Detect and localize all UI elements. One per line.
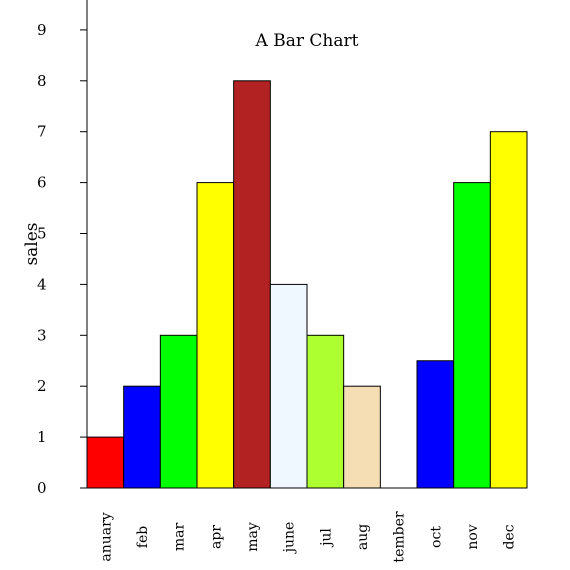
x-category-label: jul (318, 528, 334, 548)
x-category-label: dec (502, 524, 518, 549)
bars-group (86, 80, 528, 489)
bar-apr (196, 182, 235, 489)
y-tick-label: 9 (37, 21, 47, 39)
y-tick-label: 2 (37, 377, 47, 395)
chart-title: A Bar Chart (255, 31, 359, 51)
bar-dec (489, 131, 528, 489)
x-category-label: nov (465, 524, 481, 549)
bar-june (269, 283, 308, 489)
bar-aug (343, 385, 381, 489)
y-ticks-group: 0 1 2 3 4 5 6 7 8 9 (37, 21, 87, 497)
x-category-label: aug (355, 524, 371, 550)
x-category-label: june (282, 522, 298, 555)
y-axis-title: sales (22, 222, 42, 265)
bar-nov (453, 182, 491, 489)
bar-mar (159, 334, 198, 489)
x-category-label: may (245, 522, 261, 552)
x-labels-group: anuary feb mar apr may june jul aug tember oct nov… (98, 511, 517, 562)
y-tick-label: 8 (37, 72, 47, 90)
y-tick-label: 1 (37, 428, 47, 446)
y-tick-label: 7 (37, 123, 47, 141)
y-tick-label: 4 (37, 275, 47, 293)
bar-jul (306, 334, 345, 489)
x-category-label: tember (392, 511, 408, 562)
bar-may (233, 80, 271, 489)
x-category-label: mar (172, 523, 188, 552)
x-category-label: feb (135, 526, 151, 548)
y-tick-label: 3 (37, 326, 47, 344)
bar-feb (123, 385, 161, 489)
x-category-label: apr (208, 525, 224, 549)
y-tick-label: 5 (37, 225, 47, 243)
bar-oct (416, 360, 455, 489)
x-category-label: anuary (98, 512, 114, 561)
y-tick-label: 6 (37, 174, 47, 192)
x-category-label: oct (428, 526, 444, 548)
bar-anuary (86, 436, 125, 489)
y-tick-label: 0 (37, 479, 47, 497)
